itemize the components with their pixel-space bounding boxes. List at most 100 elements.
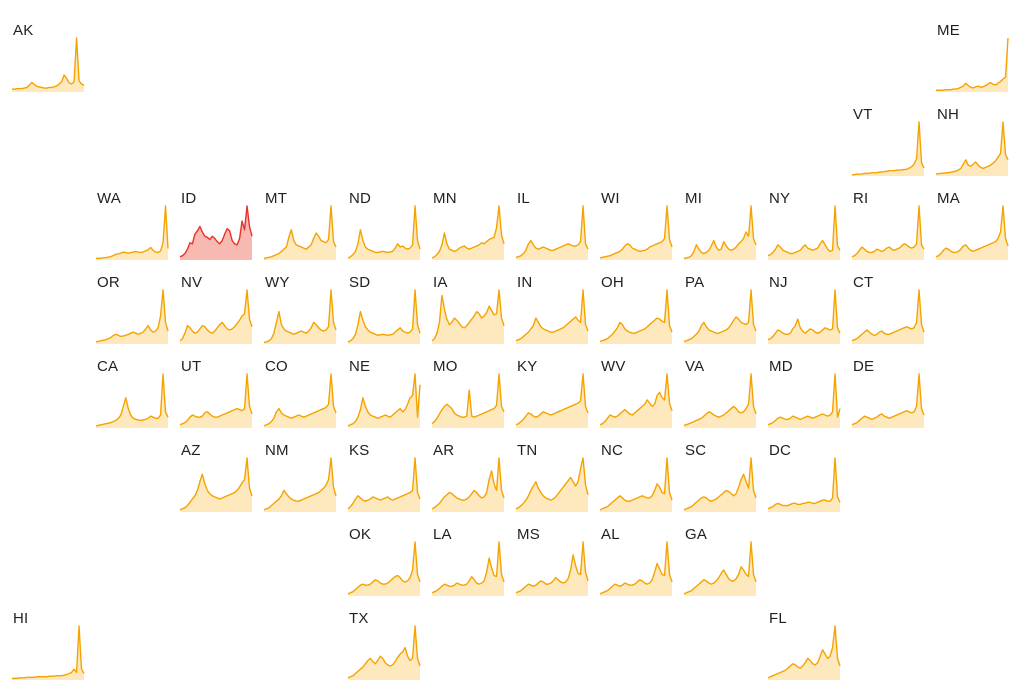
sparkline-area bbox=[600, 206, 672, 260]
sparkline-chart bbox=[179, 457, 253, 512]
sparkline-line bbox=[179, 289, 253, 342]
sparkline-area bbox=[516, 206, 588, 260]
sparkline-area bbox=[768, 458, 840, 512]
sparkline-area bbox=[768, 374, 840, 428]
sparkline-chart bbox=[599, 541, 673, 596]
sparkline-area bbox=[432, 542, 504, 596]
state-label: TX bbox=[349, 610, 369, 627]
sparkline-chart bbox=[767, 625, 841, 680]
state-label: MT bbox=[265, 190, 288, 207]
sparkline-area bbox=[516, 542, 588, 596]
sparkline-line bbox=[431, 373, 505, 425]
state-tile-ut: UT bbox=[179, 358, 256, 430]
state-tile-pa: PA bbox=[683, 274, 760, 346]
sparkline-line bbox=[767, 625, 841, 679]
state-tile-ky: KY bbox=[515, 358, 592, 430]
state-label: MA bbox=[937, 190, 960, 207]
sparkline-line bbox=[515, 541, 589, 594]
state-label: SD bbox=[349, 274, 371, 291]
sparkline-line bbox=[263, 373, 337, 427]
state-tile-ks: KS bbox=[347, 442, 424, 514]
sparkline-chart bbox=[431, 373, 505, 428]
state-label: DE bbox=[853, 358, 875, 375]
state-label: ID bbox=[181, 190, 197, 207]
sparkline-chart bbox=[851, 205, 925, 260]
sparkline-chart bbox=[263, 457, 337, 512]
state-label: KY bbox=[517, 358, 538, 375]
state-tile-mn: MN bbox=[431, 190, 508, 262]
state-label: MN bbox=[433, 190, 457, 207]
state-label: ND bbox=[349, 190, 372, 207]
sparkline-line bbox=[179, 457, 253, 511]
state-tile-tn: TN bbox=[515, 442, 592, 514]
sparkline-line bbox=[935, 205, 1009, 258]
sparkline-chart bbox=[431, 205, 505, 260]
state-tile-me: ME bbox=[936, 22, 1012, 94]
sparkline-area bbox=[432, 458, 504, 512]
state-label: MO bbox=[433, 358, 458, 375]
sparkline-line bbox=[767, 373, 841, 426]
state-label: ME bbox=[937, 22, 960, 39]
state-tile-wa: WA bbox=[96, 190, 172, 262]
sparkline-line bbox=[852, 121, 925, 176]
sparkline-chart bbox=[767, 205, 841, 260]
state-tile-nm: NM bbox=[263, 442, 340, 514]
state-label: NM bbox=[265, 442, 289, 459]
state-label: VT bbox=[853, 106, 873, 123]
state-tile-in: IN bbox=[515, 274, 592, 346]
sparkline-line bbox=[431, 205, 505, 259]
sparkline-line bbox=[347, 457, 421, 510]
state-tile-fl: FL bbox=[767, 610, 844, 682]
sparkline-area bbox=[600, 290, 672, 344]
state-tile-mo: MO bbox=[431, 358, 508, 430]
sparkline-chart bbox=[263, 373, 337, 428]
sparkline-chart bbox=[347, 625, 421, 680]
sparkline-area bbox=[432, 290, 504, 344]
sparkline-area bbox=[852, 374, 924, 428]
sparkline-area bbox=[264, 290, 336, 344]
sparkline-chart bbox=[347, 289, 421, 344]
sparkline-chart bbox=[852, 121, 925, 176]
state-tile-ia: IA bbox=[431, 274, 508, 346]
state-tile-nc: NC bbox=[599, 442, 676, 514]
sparkline-chart bbox=[767, 289, 841, 344]
sparkline-area bbox=[936, 38, 1008, 92]
state-tile-or: OR bbox=[95, 274, 172, 346]
sparkline-line bbox=[515, 373, 589, 426]
sparkline-area bbox=[852, 206, 924, 260]
state-label: WI bbox=[601, 190, 620, 207]
sparkline-chart bbox=[515, 205, 589, 260]
sparkline-chart bbox=[263, 205, 337, 260]
sparkline-area bbox=[768, 290, 840, 344]
state-label: HI bbox=[13, 610, 29, 627]
sparkline-line bbox=[515, 289, 589, 342]
sparkline-chart bbox=[599, 289, 673, 344]
state-tile-sc: SC bbox=[683, 442, 760, 514]
sparkline-line bbox=[599, 373, 673, 426]
sparkline-line bbox=[12, 625, 85, 680]
state-label: NC bbox=[601, 442, 624, 459]
state-tile-wv: WV bbox=[599, 358, 676, 430]
sparkline-area bbox=[684, 374, 756, 428]
state-tile-ma: MA bbox=[935, 190, 1012, 262]
sparkline-line bbox=[431, 289, 505, 342]
sparkline-area bbox=[600, 374, 672, 428]
sparkline-area bbox=[768, 206, 840, 260]
sparkline-area bbox=[936, 206, 1008, 260]
sparkline-chart bbox=[936, 37, 1009, 92]
sparkline-line bbox=[515, 457, 589, 510]
state-label: UT bbox=[181, 358, 202, 375]
sparkline-area bbox=[600, 542, 672, 596]
sparkline-area bbox=[348, 374, 420, 428]
state-tile-wi: WI bbox=[599, 190, 676, 262]
state-label: NV bbox=[181, 274, 203, 291]
state-label: PA bbox=[685, 274, 705, 291]
state-label: NH bbox=[937, 106, 960, 123]
sparkline-area bbox=[180, 206, 252, 260]
sparkline-area bbox=[96, 374, 168, 428]
state-label: IA bbox=[433, 274, 448, 291]
state-tile-ga: GA bbox=[683, 526, 760, 598]
state-label: AZ bbox=[181, 442, 201, 459]
sparkline-line bbox=[263, 289, 337, 344]
